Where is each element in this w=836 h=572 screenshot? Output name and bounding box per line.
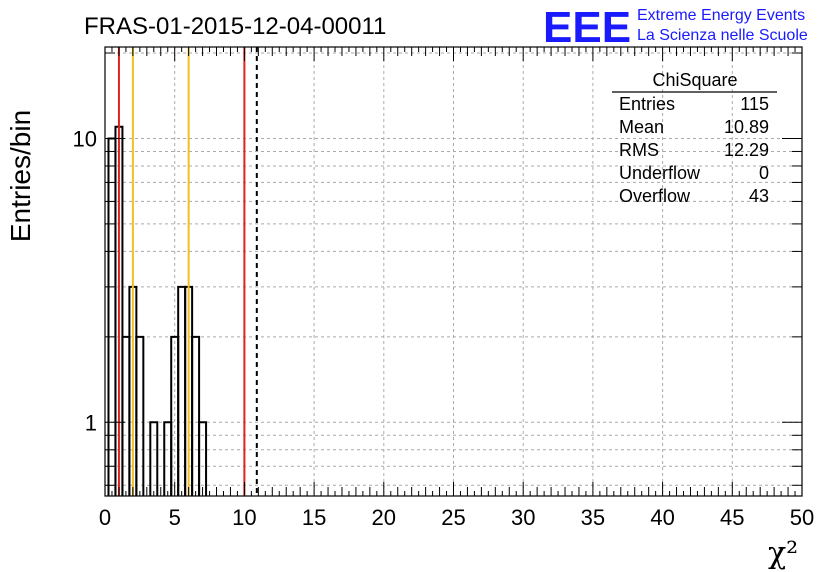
- stats-row-label: Underflow: [619, 163, 701, 183]
- x-axis-ticks: 0 5 10 15 20 25 30 35 40 45 50: [99, 47, 814, 530]
- y-tick-label: 10: [73, 126, 97, 151]
- x-tick-label: 25: [441, 505, 465, 530]
- stats-rows: Entries 115 Mean 10.89 RMS 12.29 Underflow 0 Ove…: [619, 94, 769, 206]
- x-tick-label: 30: [511, 505, 535, 530]
- reference-lines: [117, 47, 258, 496]
- y-axis-ticks: 1 10: [73, 52, 802, 486]
- stats-row-value: 115: [740, 94, 769, 114]
- chart-title: FRAS-01-2015-12-04-00011: [84, 13, 386, 40]
- stats-row-value: 43: [749, 186, 769, 206]
- stats-row-label: Mean: [619, 117, 664, 137]
- histogram-bars: [107, 125, 208, 496]
- x-tick-label: 50: [790, 505, 814, 530]
- stats-row-value: 12.29: [724, 140, 769, 160]
- histogram-bar: [149, 421, 159, 496]
- stats-row-value: 10.89: [724, 117, 769, 137]
- x-tick-label: 10: [232, 505, 256, 530]
- histogram-bar: [121, 335, 131, 496]
- grid-lines: [105, 47, 802, 496]
- histogram-bar: [191, 335, 201, 496]
- x-tick-label: 20: [372, 505, 396, 530]
- stats-row-label: Entries: [619, 94, 675, 114]
- eee-logo: EEE Extreme Energy Events La Scienza nel…: [543, 3, 808, 52]
- stats-row-label: RMS: [619, 140, 659, 160]
- x-tick-label: 35: [581, 505, 605, 530]
- histogram-bar: [107, 137, 117, 496]
- stats-box: ChiSquare Entries 115 Mean 10.89 RMS 12.29 Und…: [612, 70, 777, 206]
- x-tick-label: 15: [302, 505, 326, 530]
- logo-line-2: La Scienza nelle Scuole: [637, 27, 808, 44]
- stats-title: ChiSquare: [652, 70, 737, 90]
- x-tick-label: 0: [99, 505, 111, 530]
- stats-row-value: 0: [759, 163, 769, 183]
- histogram-bar: [135, 335, 145, 496]
- logo-line-1: Extreme Energy Events: [637, 7, 805, 24]
- histogram-bar: [177, 285, 187, 496]
- y-axis-label: Entries/bin: [5, 110, 36, 242]
- histogram-bar: [198, 421, 208, 496]
- x-tick-label: 5: [169, 505, 181, 530]
- x-tick-label: 40: [650, 505, 674, 530]
- logo-mark: EEE: [543, 3, 631, 52]
- y-tick-label: 1: [85, 410, 97, 435]
- stats-row-label: Overflow: [619, 186, 691, 206]
- x-tick-label: 45: [720, 505, 744, 530]
- x-axis-label: χ²: [768, 536, 798, 571]
